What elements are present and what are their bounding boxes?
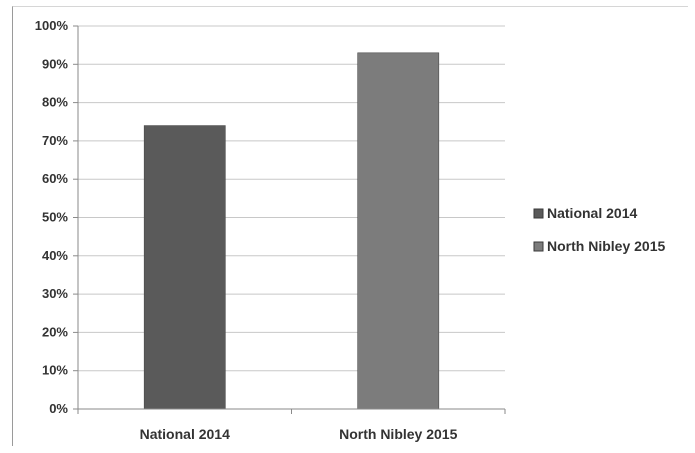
legend-swatch bbox=[533, 208, 544, 219]
gridlines bbox=[78, 25, 505, 372]
x-category-label: North Nibley 2015 bbox=[339, 426, 457, 442]
legend-label: National 2014 bbox=[547, 205, 637, 221]
y-tick-label: 0% bbox=[49, 401, 68, 416]
legend-label: North Nibley 2015 bbox=[547, 238, 665, 254]
legend-item: North Nibley 2015 bbox=[533, 238, 665, 254]
legend-item: National 2014 bbox=[533, 205, 637, 221]
chart-frame bbox=[12, 6, 688, 446]
y-tick-label: 60% bbox=[42, 171, 68, 186]
axes bbox=[73, 25, 506, 414]
y-tick-label: 30% bbox=[42, 286, 68, 301]
axis-labels: 0% 10% 20% 30% 40% 50% 60% 70% 80% 90% 100% Nationa… bbox=[35, 18, 458, 442]
bar-national-2014 bbox=[143, 125, 226, 410]
y-tick-label: 50% bbox=[42, 210, 68, 225]
y-tick-label: 100% bbox=[35, 18, 69, 33]
legend-swatch bbox=[533, 241, 544, 252]
y-tick-label: 20% bbox=[42, 324, 68, 339]
x-category-label: National 2014 bbox=[140, 426, 230, 442]
y-tick-label: 40% bbox=[42, 248, 68, 263]
legend: National 2014 North Nibley 2015 bbox=[533, 205, 665, 254]
y-tick-label: 70% bbox=[42, 133, 68, 148]
y-tick-label: 10% bbox=[42, 363, 68, 378]
y-tick-label: 90% bbox=[42, 56, 68, 71]
bar-north-nibley-2015 bbox=[357, 52, 440, 410]
y-tick-label: 80% bbox=[42, 95, 68, 110]
bars bbox=[143, 52, 440, 410]
